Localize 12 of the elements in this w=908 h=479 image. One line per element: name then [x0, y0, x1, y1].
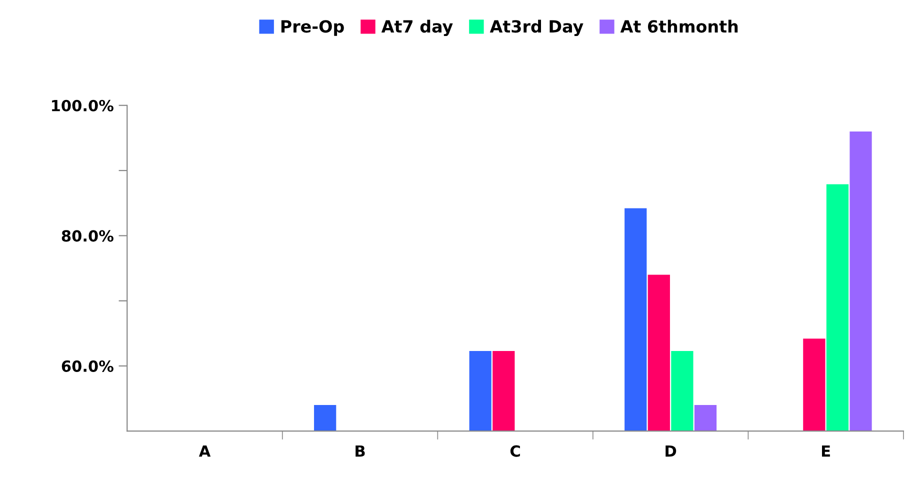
legend-label: At 6thmonth	[620, 20, 738, 33]
x-tick-label: D	[666, 445, 676, 457]
x-tick-label: B	[356, 445, 365, 457]
y-tick-label: 60.0%	[62, 360, 114, 372]
legend-label: Pre-Op	[281, 20, 344, 36]
x-tick-label: C	[510, 445, 520, 457]
x-tick-label: E	[822, 445, 830, 457]
y-tick-label: 100.0%	[52, 100, 114, 112]
y-tick-label: 80.0%	[62, 230, 114, 242]
x-tick-label: A	[198, 445, 211, 457]
legend-label: At3rd Day	[490, 20, 584, 36]
legend-label: At7 day	[381, 20, 453, 36]
